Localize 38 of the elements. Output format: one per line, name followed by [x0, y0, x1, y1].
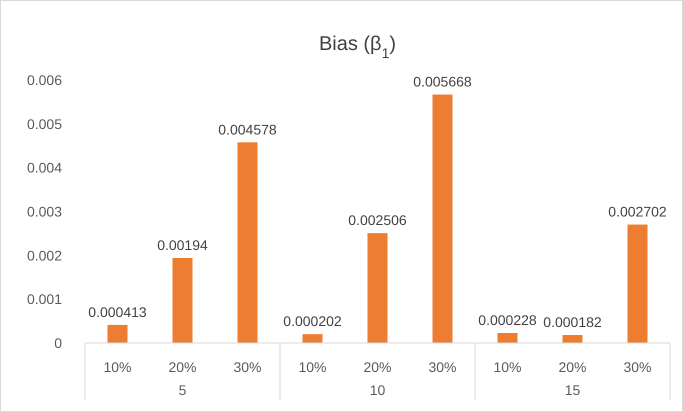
- data-label: 0.004578: [218, 121, 277, 138]
- x-tick-label: 30%: [233, 359, 262, 375]
- bar: [562, 335, 582, 343]
- data-label: 0.002702: [608, 204, 667, 220]
- bar: [368, 233, 388, 343]
- x-tick-label: 10%: [493, 359, 522, 375]
- y-tick-label: 0.004: [26, 160, 62, 176]
- bar: [108, 324, 128, 343]
- y-tick-label: 0: [54, 335, 62, 351]
- x-tick-label: 20%: [168, 359, 197, 375]
- bar: [432, 94, 452, 343]
- bar: [238, 142, 258, 343]
- y-tick-label: 0.002: [26, 247, 62, 264]
- bar: [172, 258, 192, 343]
- x-tick-label: 20%: [558, 359, 587, 375]
- x-tick-label: 10%: [103, 359, 132, 375]
- data-label: 0.005668: [413, 74, 472, 90]
- text: 5: [178, 382, 187, 398]
- data-label: 0.000413: [88, 304, 147, 320]
- text: 15: [564, 382, 580, 398]
- bar: [628, 224, 648, 343]
- x-tick-label: 30%: [428, 359, 457, 375]
- bar: [498, 333, 518, 343]
- y-tick-label: 0.001: [26, 291, 62, 308]
- data-label: 0.000202: [283, 313, 342, 330]
- data-label: 0.000182: [543, 314, 602, 330]
- text: 10: [370, 382, 386, 398]
- x-tick-label: 10%: [298, 359, 327, 375]
- bar: [302, 334, 322, 343]
- chart-title: Bias (β$_{1}$): [318, 33, 396, 61]
- x-tick-label: 20%: [363, 359, 392, 375]
- y-tick-label: 0.005: [26, 116, 62, 132]
- y-tick-label: 0.003: [26, 204, 62, 220]
- data-label: 0.000228: [478, 312, 537, 328]
- x-tick-label: 30%: [623, 359, 652, 375]
- data-label: 0.002506: [348, 212, 407, 228]
- y-tick-label: 0.006: [26, 72, 62, 88]
- data-label: 0.00194: [157, 236, 208, 253]
